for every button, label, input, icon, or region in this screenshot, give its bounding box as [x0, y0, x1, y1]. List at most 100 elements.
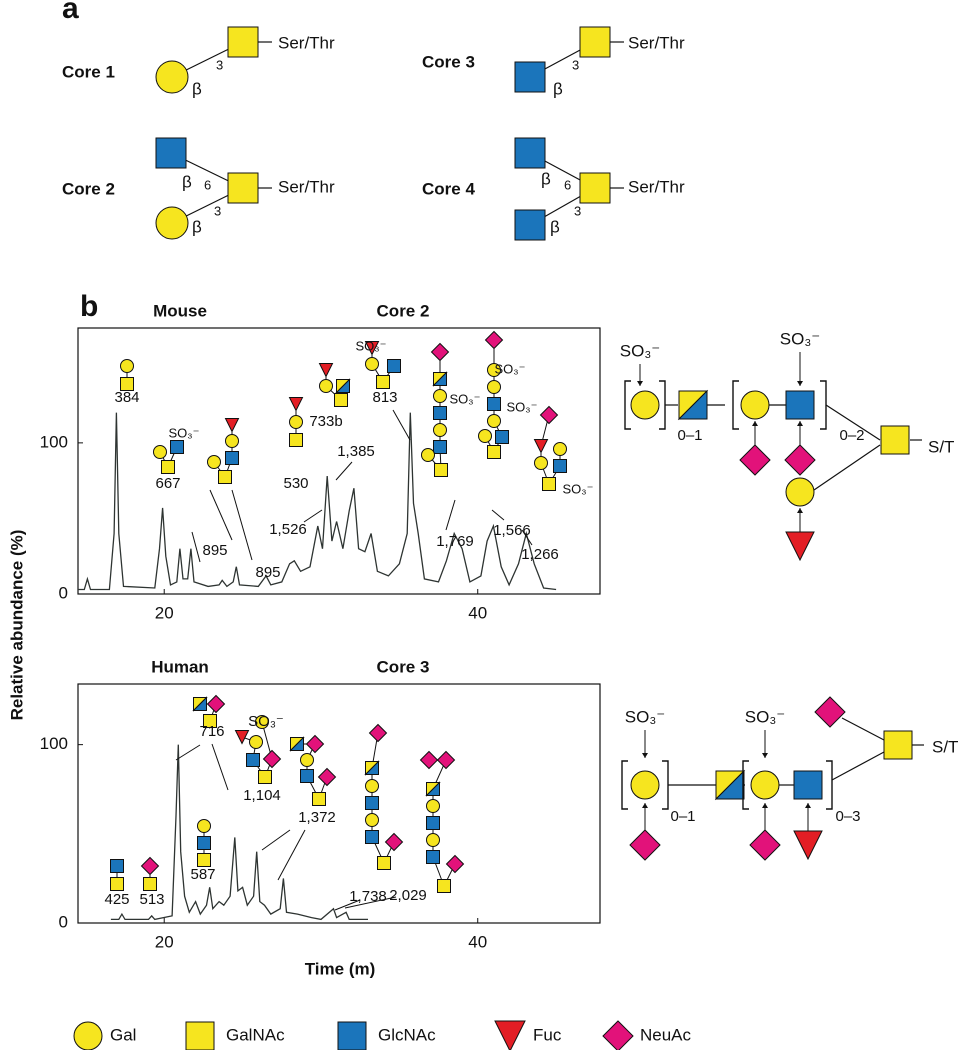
gal-symbol [750, 770, 780, 800]
arrow-head [642, 803, 648, 808]
arrow-head [752, 421, 758, 426]
label: SO₃⁻ [625, 707, 665, 726]
glcnac-symbol [197, 836, 211, 850]
glcnac-symbol [426, 816, 440, 830]
galnac-symbol [161, 460, 175, 474]
fuc-symbol [224, 418, 240, 433]
galnac-symbol [218, 470, 232, 484]
neuac-symbol [539, 405, 559, 425]
gal-symbol [365, 779, 379, 793]
peak-label: 1,385 [337, 443, 375, 460]
label: 3 [574, 203, 581, 218]
galnac-symbol [203, 714, 217, 728]
label: GalNAc [226, 1025, 285, 1044]
gal-symbol [255, 715, 269, 729]
galnac-symbol [227, 172, 259, 204]
galnac-symbol [579, 172, 611, 204]
peak-label: 384 [114, 389, 139, 406]
galnac-symbol [197, 853, 211, 867]
galnac-symbol [579, 26, 611, 58]
y-axis-label: Relative abundance (%) [7, 530, 26, 721]
chart-title: Mouse [153, 301, 207, 320]
link-line [231, 489, 253, 561]
link-line [392, 409, 411, 441]
label: S/T [932, 737, 958, 756]
fuc-symbol [533, 439, 549, 454]
fuc-symbol [234, 730, 250, 745]
label: 3 [572, 57, 579, 72]
peak-label: 513 [139, 891, 164, 908]
x-tick-label: 20 [155, 603, 174, 622]
arrow-head [797, 508, 803, 513]
gal-symbol [426, 833, 440, 847]
galnac-symbol [289, 433, 303, 447]
label: Core 2 [62, 179, 115, 198]
glcnac-symbol [225, 451, 239, 465]
bracket [742, 760, 749, 810]
peak-label: 895 [202, 542, 227, 559]
half-symbol [192, 696, 207, 711]
label: SO₃⁻ [745, 707, 785, 726]
y-tick-label: 100 [40, 734, 68, 753]
label: Fuc [533, 1025, 562, 1044]
gal-symbol [289, 415, 303, 429]
label: 0–3 [835, 808, 860, 825]
label: Ser/Thr [278, 33, 335, 52]
peak-label: 1,769 [436, 533, 474, 550]
fuc-symbol [793, 830, 823, 861]
chart-subtitle: Core 3 [377, 657, 430, 676]
peak-label: SO₃⁻ [169, 425, 200, 440]
glcnac-symbol [170, 440, 184, 454]
link-line [261, 829, 291, 851]
gal-symbol [433, 423, 447, 437]
peak-label: 2,029 [389, 887, 427, 904]
label: b [80, 290, 98, 323]
half-symbol [425, 781, 440, 796]
label: Gal [110, 1025, 136, 1044]
trace [78, 412, 557, 591]
fuc-symbol [785, 531, 815, 562]
glcnac-symbol [433, 440, 447, 454]
peak-label: 895 [255, 564, 280, 581]
galnac-symbol [120, 377, 134, 391]
gal-symbol [120, 359, 134, 373]
link-line [825, 404, 881, 441]
galnac-symbol [542, 477, 556, 491]
gal-symbol [197, 819, 211, 833]
peak-label: SO₃⁻ [248, 713, 284, 730]
arrow-head [805, 803, 811, 808]
neuac-symbol [368, 723, 388, 743]
glcnac-symbol [300, 769, 314, 783]
gal-symbol [249, 735, 263, 749]
galnac-symbol [312, 792, 326, 806]
link-line [191, 531, 201, 563]
galnac-symbol [185, 1021, 215, 1050]
gal-symbol [155, 60, 189, 94]
gal-symbol [487, 380, 501, 394]
chart-title: Human [151, 657, 209, 676]
galnac-symbol [334, 393, 348, 407]
link-line [335, 461, 353, 481]
label: SO₃⁻ [780, 329, 820, 348]
peak-label: SO₃⁻ [507, 399, 538, 414]
peak-label: 1,526 [269, 521, 307, 538]
plot-frame [77, 683, 601, 924]
label: GlcNAc [378, 1025, 436, 1044]
gal-symbol [225, 434, 239, 448]
link-line [491, 509, 505, 521]
neuac-symbol [317, 767, 337, 787]
galnac-symbol [258, 770, 272, 784]
label: SO₃⁻ [620, 341, 660, 360]
plot-frame [77, 327, 601, 595]
neuac-symbol [140, 856, 160, 876]
galnac-symbol [143, 877, 157, 891]
half-symbol [432, 371, 447, 386]
neuac-symbol [749, 829, 781, 861]
bracket [732, 380, 739, 430]
gal-symbol [478, 429, 492, 443]
x-axis-label: Time (m) [305, 959, 376, 978]
gal-symbol [487, 414, 501, 428]
bracket [662, 760, 669, 810]
label: Core 1 [62, 62, 115, 81]
label: 6 [564, 177, 571, 192]
